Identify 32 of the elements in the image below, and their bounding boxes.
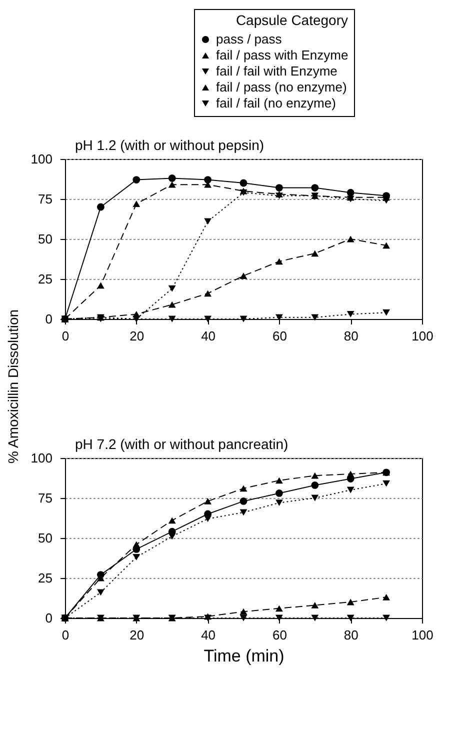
y-axis-title: % Amoxicillin Dissolution — [4, 309, 21, 464]
legend-label: fail / pass with Enzyme — [216, 48, 348, 62]
x-tick-label: 60 — [272, 628, 287, 642]
legend-label: fail / pass (no enzyme) — [216, 80, 347, 94]
y-tick-label: 75 — [38, 192, 52, 206]
y-tick-label: 100 — [30, 450, 52, 466]
x-tick-label: 100 — [412, 628, 434, 642]
y-tick-label: 25 — [38, 272, 52, 286]
x-tick-label: 0 — [62, 328, 70, 344]
x-tick-label: 100 — [412, 328, 434, 344]
x-tick-label: 20 — [130, 628, 144, 642]
x-axis-title: Time (min) — [204, 646, 284, 666]
y-tick-label: 50 — [38, 530, 52, 546]
legend-label: fail / fail with Enzyme — [216, 64, 338, 78]
legend-label: pass / pass — [216, 32, 282, 46]
x-tick-label: 0 — [62, 628, 70, 642]
chart-title: pH 7.2 (with or without pancreatin) — [75, 436, 288, 452]
legend-label: fail / fail (no enzyme) — [216, 96, 336, 110]
legend-title: Capsule Category — [236, 12, 348, 28]
y-tick-label: 75 — [38, 490, 52, 506]
x-tick-label: 40 — [201, 628, 216, 642]
y-tick-label: 25 — [38, 570, 52, 586]
x-tick-label: 60 — [272, 328, 287, 344]
x-tick-label: 20 — [130, 328, 144, 344]
y-tick-label: 100 — [30, 152, 52, 166]
x-tick-label: 80 — [344, 628, 358, 642]
y-tick-label: 0 — [45, 610, 52, 626]
x-tick-label: 40 — [201, 328, 216, 344]
y-tick-label: 50 — [38, 232, 52, 246]
chart-title: pH 1.2 (with or without pepsin) — [75, 137, 264, 153]
x-tick-label: 80 — [344, 328, 358, 344]
y-tick-label: 0 — [45, 312, 52, 326]
